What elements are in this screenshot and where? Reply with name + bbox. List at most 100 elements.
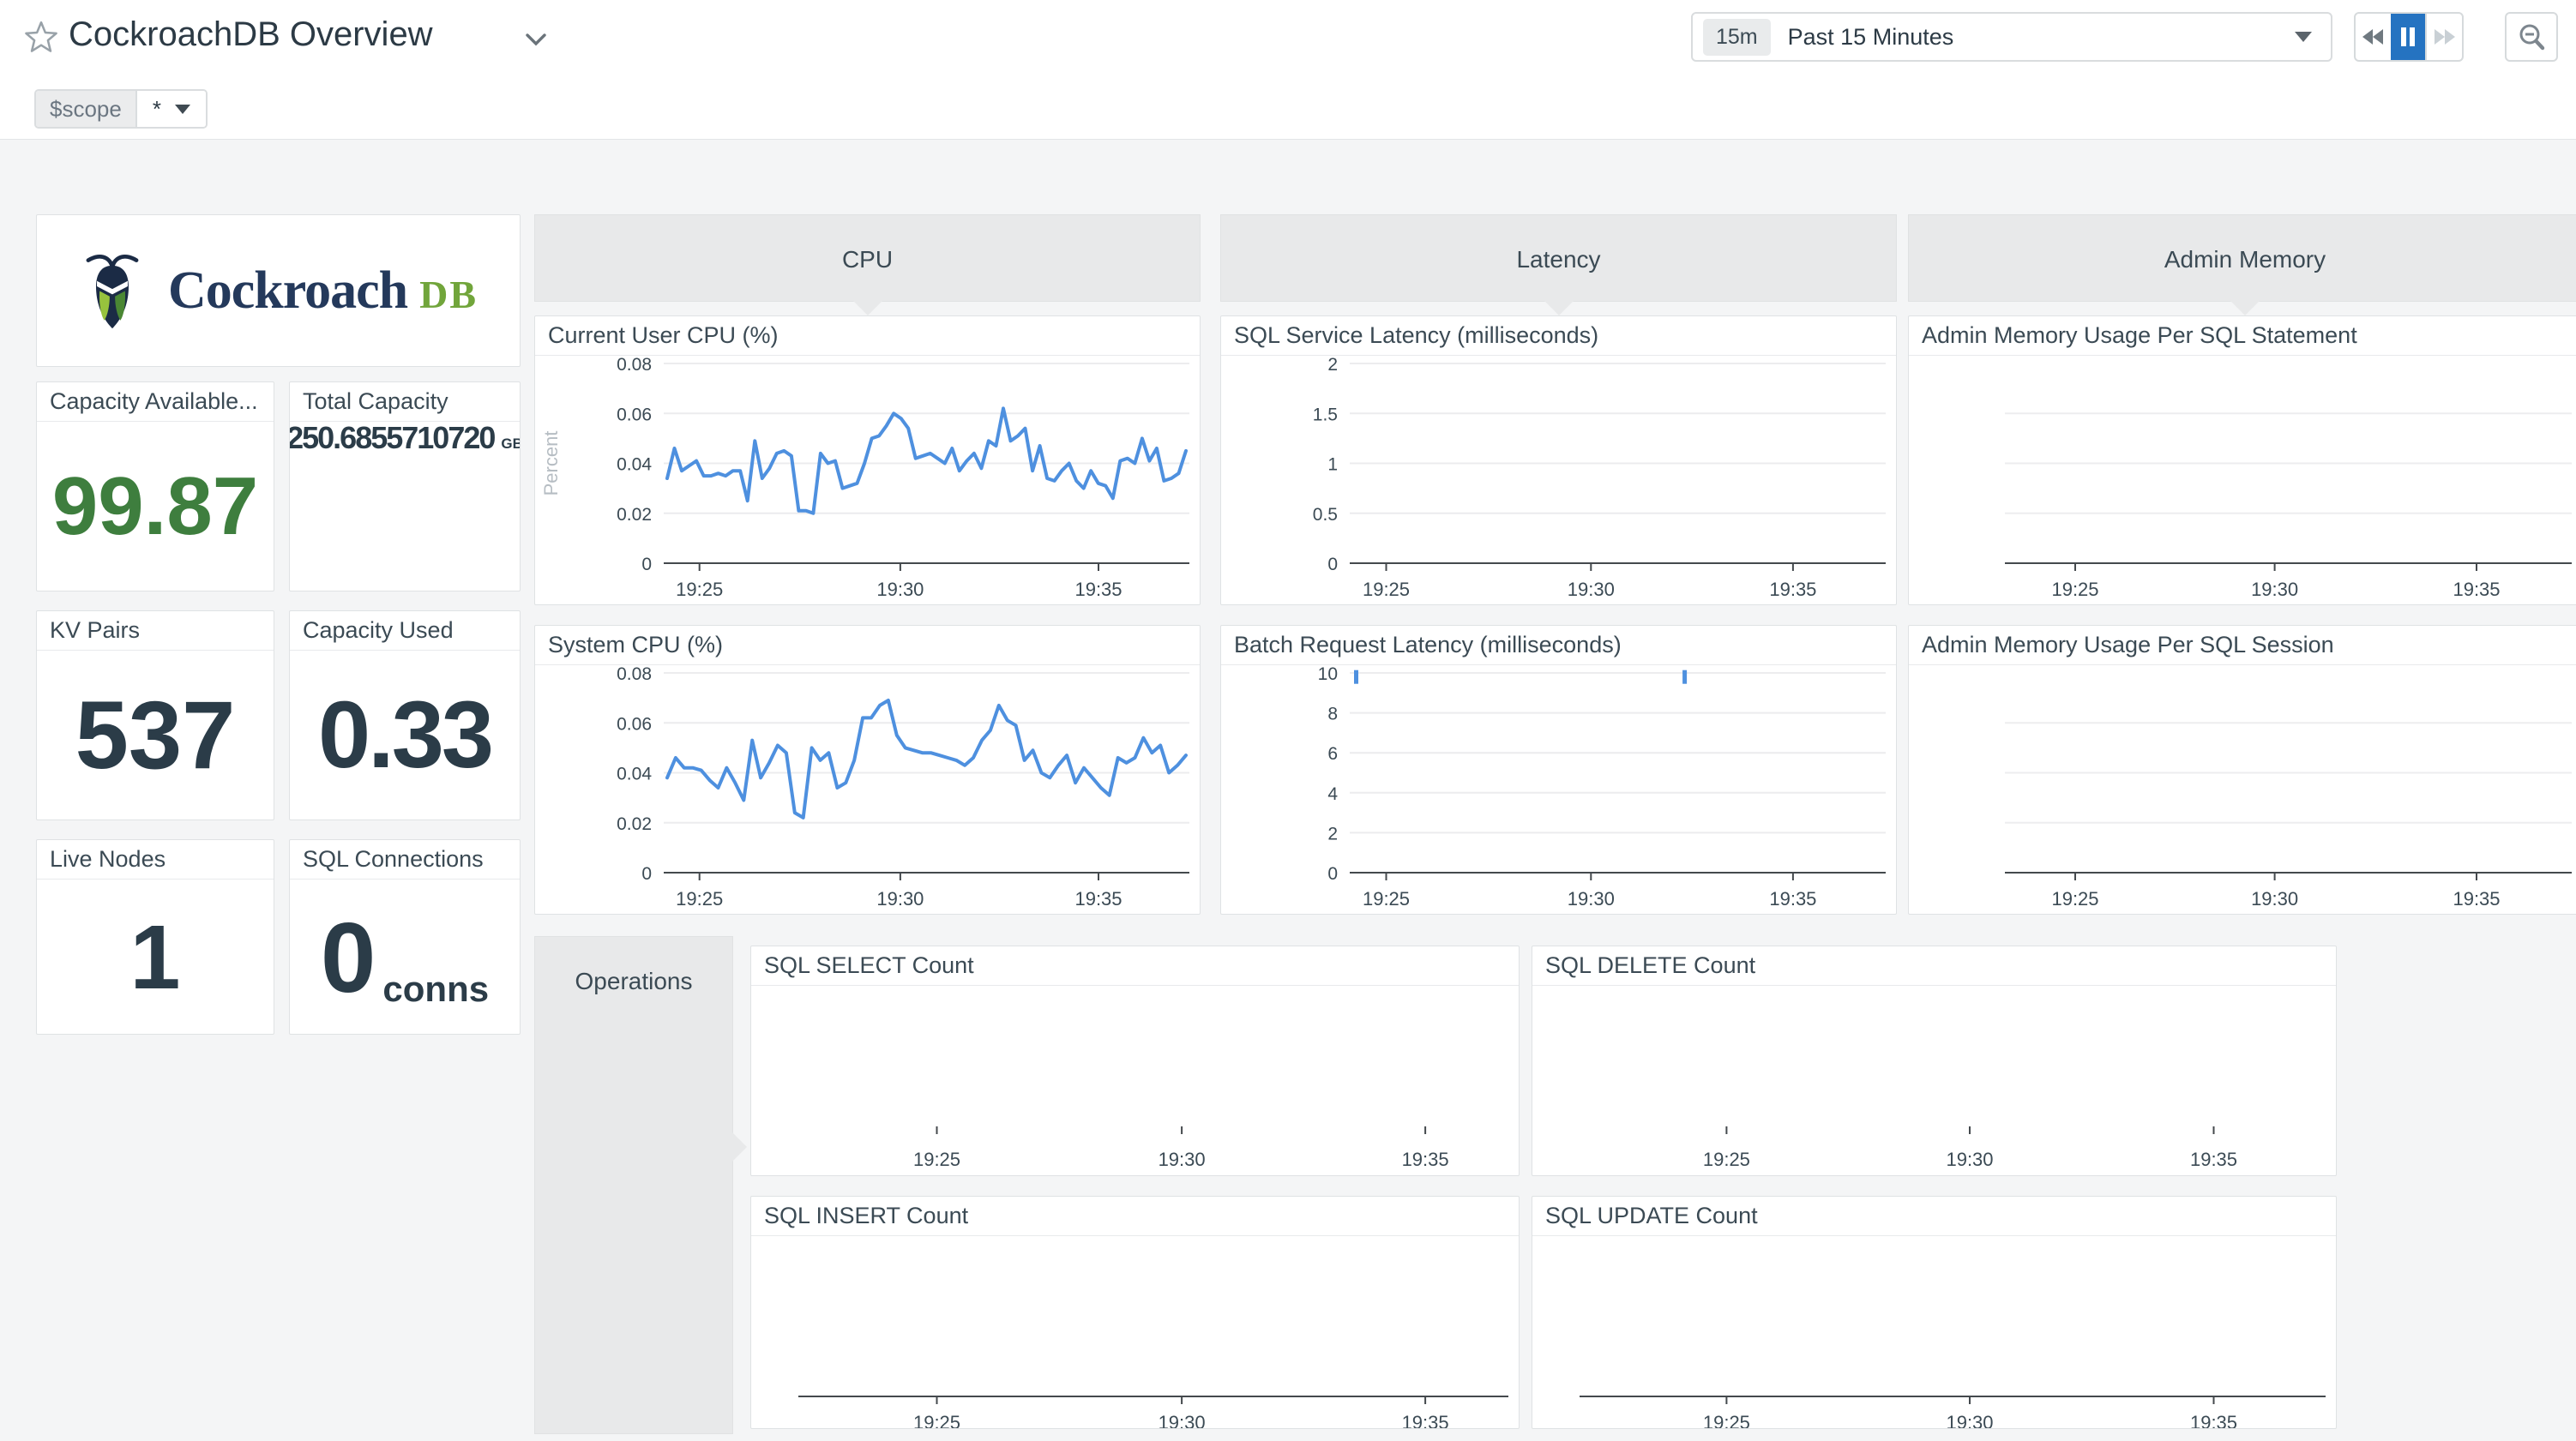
- svg-text:0.06: 0.06: [617, 405, 652, 424]
- svg-text:19:35: 19:35: [2453, 579, 2500, 600]
- stat-value: 99.87: [51, 460, 259, 552]
- stat-value: 0.33: [317, 682, 494, 788]
- svg-text:19:35: 19:35: [2453, 888, 2500, 910]
- group-notch: [2230, 300, 2260, 315]
- time-range-badge: 15m: [1703, 18, 1771, 56]
- group-label: CPU: [841, 246, 894, 273]
- chart-sql-service-latency[interactable]: SQL Service Latency (milliseconds) 0 0.5 1…: [1220, 315, 1897, 605]
- svg-text:0: 0: [1327, 555, 1338, 574]
- group-header-latency[interactable]: Latency: [1220, 214, 1897, 315]
- chart-admin-memory-statement[interactable]: Admin Memory Usage Per SQL Statement 19:…: [1908, 315, 2576, 605]
- svg-text:0.04: 0.04: [617, 455, 652, 475]
- svg-text:0: 0: [641, 555, 652, 574]
- svg-text:0.04: 0.04: [617, 765, 652, 784]
- svg-text:19:25: 19:25: [1363, 888, 1410, 910]
- page-title: CockroachDB Overview: [69, 15, 433, 53]
- stat-sql-connections[interactable]: SQL Connections 0 conns: [289, 839, 521, 1035]
- svg-text:4: 4: [1327, 784, 1338, 804]
- zoom-out-icon: [2519, 24, 2545, 51]
- chart-title: Current User CPU (%): [535, 316, 1200, 356]
- stat-capacity-available[interactable]: Capacity Available... 99.87: [36, 381, 274, 591]
- scope-caret-icon: [174, 104, 190, 114]
- fast-forward-button[interactable]: [2425, 14, 2462, 60]
- stat-title: Live Nodes: [37, 840, 274, 880]
- svg-text:19:30: 19:30: [2251, 579, 2298, 600]
- stat-live-nodes[interactable]: Live Nodes 1: [36, 839, 274, 1035]
- chart-title: Admin Memory Usage Per SQL Statement: [1909, 316, 2576, 356]
- group-notch: [852, 300, 883, 315]
- chart-system-cpu[interactable]: System CPU (%) 0 0.02 0.04 0.06 0.08 19:25 19:…: [534, 625, 1201, 915]
- stat-value: 1: [129, 906, 181, 1008]
- svg-text:19:25: 19:25: [2051, 579, 2098, 600]
- chart-sql-update-count[interactable]: SQL UPDATE Count 19:25 19:30 19:35: [1532, 1196, 2337, 1429]
- header-divider: [0, 139, 2576, 140]
- svg-text:0.02: 0.02: [617, 814, 652, 834]
- scope-variable-select[interactable]: $scope *: [34, 89, 208, 129]
- group-label: Latency: [1516, 246, 1601, 273]
- chart-title: SQL DELETE Count: [1532, 946, 2336, 986]
- group-header-cpu[interactable]: CPU: [534, 214, 1201, 315]
- svg-text:19:35: 19:35: [1074, 888, 1122, 910]
- chart-plot: 0 0.5 1 1.5 2 19:25 19:30 19:35: [1221, 355, 1896, 604]
- svg-text:Percent: Percent: [540, 431, 562, 496]
- svg-text:0.08: 0.08: [617, 357, 652, 375]
- stat-title: Capacity Available...: [37, 382, 274, 422]
- chart-title: SQL INSERT Count: [751, 1197, 1519, 1236]
- stat-title: Total Capacity: [290, 382, 520, 422]
- chart-sql-select-count[interactable]: SQL SELECT Count 19:25 19:30 19:35: [750, 946, 1520, 1176]
- svg-text:19:35: 19:35: [1402, 1412, 1449, 1428]
- favorite-star-icon[interactable]: [24, 21, 58, 57]
- chart-title: SQL Service Latency (milliseconds): [1221, 316, 1896, 356]
- svg-text:19:25: 19:25: [1703, 1149, 1750, 1170]
- stat-kv-pairs[interactable]: KV Pairs 537: [36, 610, 274, 820]
- rewind-icon: [2362, 29, 2384, 45]
- pause-button[interactable]: [2390, 14, 2426, 60]
- group-notch: [1544, 300, 1574, 315]
- svg-text:19:30: 19:30: [1159, 1149, 1206, 1170]
- logo-suffix: DB: [419, 272, 478, 316]
- group-header-operations[interactable]: Operations: [534, 936, 747, 1434]
- chart-title: Batch Request Latency (milliseconds): [1221, 626, 1896, 665]
- svg-text:19:35: 19:35: [1769, 579, 1816, 600]
- chart-plot: 19:25 19:30 19:35: [751, 987, 1519, 1175]
- chart-title: System CPU (%): [535, 626, 1200, 665]
- rewind-button[interactable]: [2356, 14, 2391, 60]
- time-range-select[interactable]: 15m Past 15 Minutes: [1691, 12, 2332, 62]
- svg-text:1.5: 1.5: [1313, 405, 1338, 424]
- svg-text:19:35: 19:35: [1074, 579, 1122, 600]
- svg-text:0: 0: [1327, 864, 1338, 884]
- svg-text:0.02: 0.02: [617, 505, 652, 525]
- title-chevron-down-icon[interactable]: [525, 33, 547, 52]
- svg-text:19:30: 19:30: [876, 888, 924, 910]
- playback-controls: [2354, 12, 2464, 62]
- stat-value: 0: [320, 901, 376, 1013]
- stat-total-capacity[interactable]: Total Capacity 250.6855710720 GB: [289, 381, 521, 591]
- chart-current-user-cpu[interactable]: Current User CPU (%) 0 0.02 0.04 0.06 0.08 19…: [534, 315, 1201, 605]
- chart-plot: 19:25 19:30 19:35: [1909, 357, 2576, 604]
- chart-sql-insert-count[interactable]: SQL INSERT Count 19:25 19:30 19:35: [750, 1196, 1520, 1429]
- chart-admin-memory-session[interactable]: Admin Memory Usage Per SQL Session 19:25…: [1908, 625, 2576, 915]
- scope-variable-value: *: [152, 95, 161, 122]
- svg-text:19:35: 19:35: [1769, 888, 1816, 910]
- pause-icon: [2401, 27, 2415, 46]
- stat-unit: GB: [501, 435, 520, 452]
- svg-text:19:35: 19:35: [2190, 1412, 2237, 1428]
- stat-value: 250.6855710720: [289, 420, 496, 455]
- stat-title: SQL Connections: [290, 840, 520, 880]
- svg-text:19:30: 19:30: [876, 579, 924, 600]
- chart-plot: 19:25 19:30 19:35: [751, 1237, 1519, 1428]
- group-label: Operations: [575, 968, 693, 994]
- zoom-out-button[interactable]: [2505, 12, 2558, 62]
- svg-text:0.08: 0.08: [617, 666, 652, 684]
- chart-batch-request-latency[interactable]: Batch Request Latency (milliseconds) 0 2 4…: [1220, 625, 1897, 915]
- chart-sql-delete-count[interactable]: SQL DELETE Count 19:25 19:30 19:35: [1532, 946, 2337, 1176]
- chart-plot: 19:25 19:30 19:35: [1909, 666, 2576, 914]
- chart-title: SQL SELECT Count: [751, 946, 1519, 986]
- svg-text:2: 2: [1327, 824, 1338, 844]
- svg-text:19:35: 19:35: [1402, 1149, 1449, 1170]
- stat-capacity-used[interactable]: Capacity Used 0.33: [289, 610, 521, 820]
- svg-text:8: 8: [1327, 705, 1338, 724]
- group-header-admin-memory[interactable]: Admin Memory: [1908, 214, 2576, 315]
- stat-title: KV Pairs: [37, 611, 274, 651]
- stat-title: Capacity Used: [290, 611, 520, 651]
